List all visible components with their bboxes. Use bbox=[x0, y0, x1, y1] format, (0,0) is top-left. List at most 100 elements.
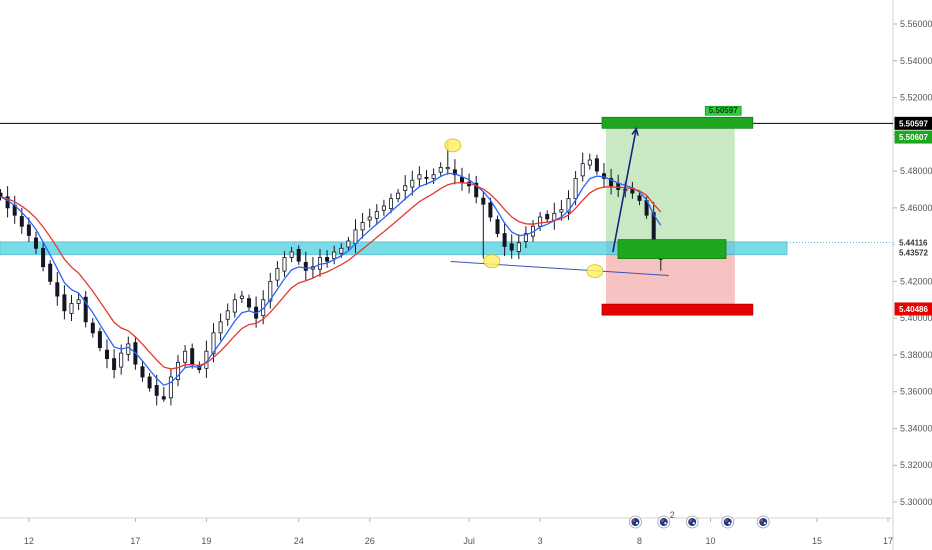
candle-body bbox=[481, 197, 486, 205]
candle bbox=[360, 212, 365, 239]
candle-body bbox=[105, 349, 110, 359]
drawing-tools: 5.50597 bbox=[0, 105, 893, 316]
candle bbox=[346, 236, 351, 251]
candle bbox=[282, 251, 287, 277]
candle bbox=[83, 290, 88, 328]
projection-arrow-head bbox=[631, 126, 639, 136]
target-handle-bar[interactable] bbox=[601, 116, 754, 129]
candle bbox=[112, 349, 117, 379]
candle-body bbox=[332, 251, 337, 259]
candle-body bbox=[69, 303, 74, 314]
candle-body bbox=[559, 209, 564, 213]
time-tick-label: 24 bbox=[294, 536, 304, 546]
support-zone[interactable] bbox=[0, 241, 788, 256]
slow-moving-average-line bbox=[0, 182, 662, 370]
candle-body bbox=[97, 331, 102, 348]
candle bbox=[502, 222, 507, 257]
candle bbox=[481, 191, 486, 259]
candle bbox=[168, 368, 173, 406]
candle bbox=[154, 374, 159, 406]
candle-body bbox=[609, 178, 614, 187]
target-price-tag bbox=[704, 105, 742, 116]
price-tick-label: 5.56000 bbox=[900, 19, 932, 29]
candle bbox=[26, 217, 31, 243]
price-label: 5.50607 bbox=[899, 133, 928, 142]
time-tick-label: 3 bbox=[538, 536, 543, 546]
candle bbox=[381, 199, 386, 216]
candle-body bbox=[360, 222, 365, 231]
candle bbox=[459, 167, 464, 191]
price-tick-label: 5.48000 bbox=[900, 166, 932, 176]
price-tick-label: 5.36000 bbox=[900, 387, 932, 397]
candle-body bbox=[552, 212, 557, 221]
time-tick-label: Jul bbox=[463, 536, 475, 546]
candle-body bbox=[55, 282, 60, 297]
price-label: 5.43572 bbox=[899, 248, 928, 257]
candle-body bbox=[296, 248, 301, 262]
candle bbox=[374, 204, 379, 225]
candle-body bbox=[282, 257, 287, 272]
candle-body bbox=[424, 176, 429, 179]
economic-event-icon[interactable] bbox=[756, 515, 770, 529]
economic-event-icon[interactable] bbox=[685, 515, 699, 529]
candle-body bbox=[587, 159, 592, 166]
candle bbox=[594, 154, 599, 175]
candle-body bbox=[19, 216, 24, 227]
candle bbox=[587, 153, 592, 170]
candle-body bbox=[317, 257, 322, 270]
candle bbox=[424, 169, 429, 186]
candle-body bbox=[566, 198, 571, 213]
stop-handle-bar[interactable] bbox=[601, 303, 754, 316]
candle-body bbox=[594, 158, 599, 172]
candle bbox=[239, 290, 244, 304]
candle-body bbox=[275, 268, 280, 281]
candle bbox=[438, 162, 443, 177]
highlight-circle[interactable] bbox=[444, 138, 462, 153]
candle bbox=[289, 246, 294, 263]
candle-body bbox=[246, 298, 251, 308]
candle-body bbox=[403, 185, 408, 191]
event-icon-dot bbox=[724, 519, 728, 522]
event-icon-flag bbox=[759, 518, 768, 526]
candle-body bbox=[48, 263, 53, 282]
candle-body bbox=[452, 169, 457, 176]
price-label: 5.40486 bbox=[899, 305, 928, 314]
candle bbox=[34, 231, 39, 254]
moving-average-series bbox=[0, 172, 662, 387]
candle-body bbox=[154, 385, 159, 396]
candle-body bbox=[474, 182, 479, 198]
candle-body bbox=[62, 294, 67, 312]
highlight-circle[interactable] bbox=[586, 264, 604, 278]
price-tick-label: 5.46000 bbox=[900, 203, 932, 213]
time-tick-label: 8 bbox=[637, 536, 642, 546]
candle bbox=[90, 317, 95, 338]
candle-body bbox=[34, 237, 39, 249]
candle-body bbox=[168, 376, 173, 399]
price-tick-label: 5.42000 bbox=[900, 276, 932, 286]
economic-event-icon[interactable]: 2 bbox=[657, 510, 675, 529]
candle-body bbox=[190, 348, 195, 365]
highlight-circle[interactable] bbox=[483, 254, 501, 269]
event-icon-dot bbox=[632, 519, 636, 522]
candle bbox=[410, 170, 415, 196]
entry-label-box[interactable] bbox=[617, 239, 727, 259]
candle bbox=[523, 226, 528, 249]
candle-body bbox=[381, 205, 386, 211]
candle bbox=[509, 234, 514, 259]
price-tick-label: 5.30000 bbox=[900, 497, 932, 507]
candle bbox=[69, 294, 74, 321]
projection-arrow-line[interactable] bbox=[612, 128, 637, 253]
candle bbox=[367, 208, 372, 228]
candle-body bbox=[325, 257, 330, 262]
economic-event-icon[interactable] bbox=[721, 515, 735, 529]
event-count-badge: 2 bbox=[670, 510, 675, 520]
event-icon-flag bbox=[723, 518, 732, 526]
candle bbox=[225, 303, 230, 326]
candle bbox=[452, 159, 457, 185]
candle bbox=[218, 313, 223, 341]
economic-event-icon[interactable] bbox=[629, 515, 642, 529]
candle-body bbox=[303, 262, 308, 271]
candle bbox=[140, 361, 145, 382]
event-icon-dot bbox=[689, 519, 693, 522]
